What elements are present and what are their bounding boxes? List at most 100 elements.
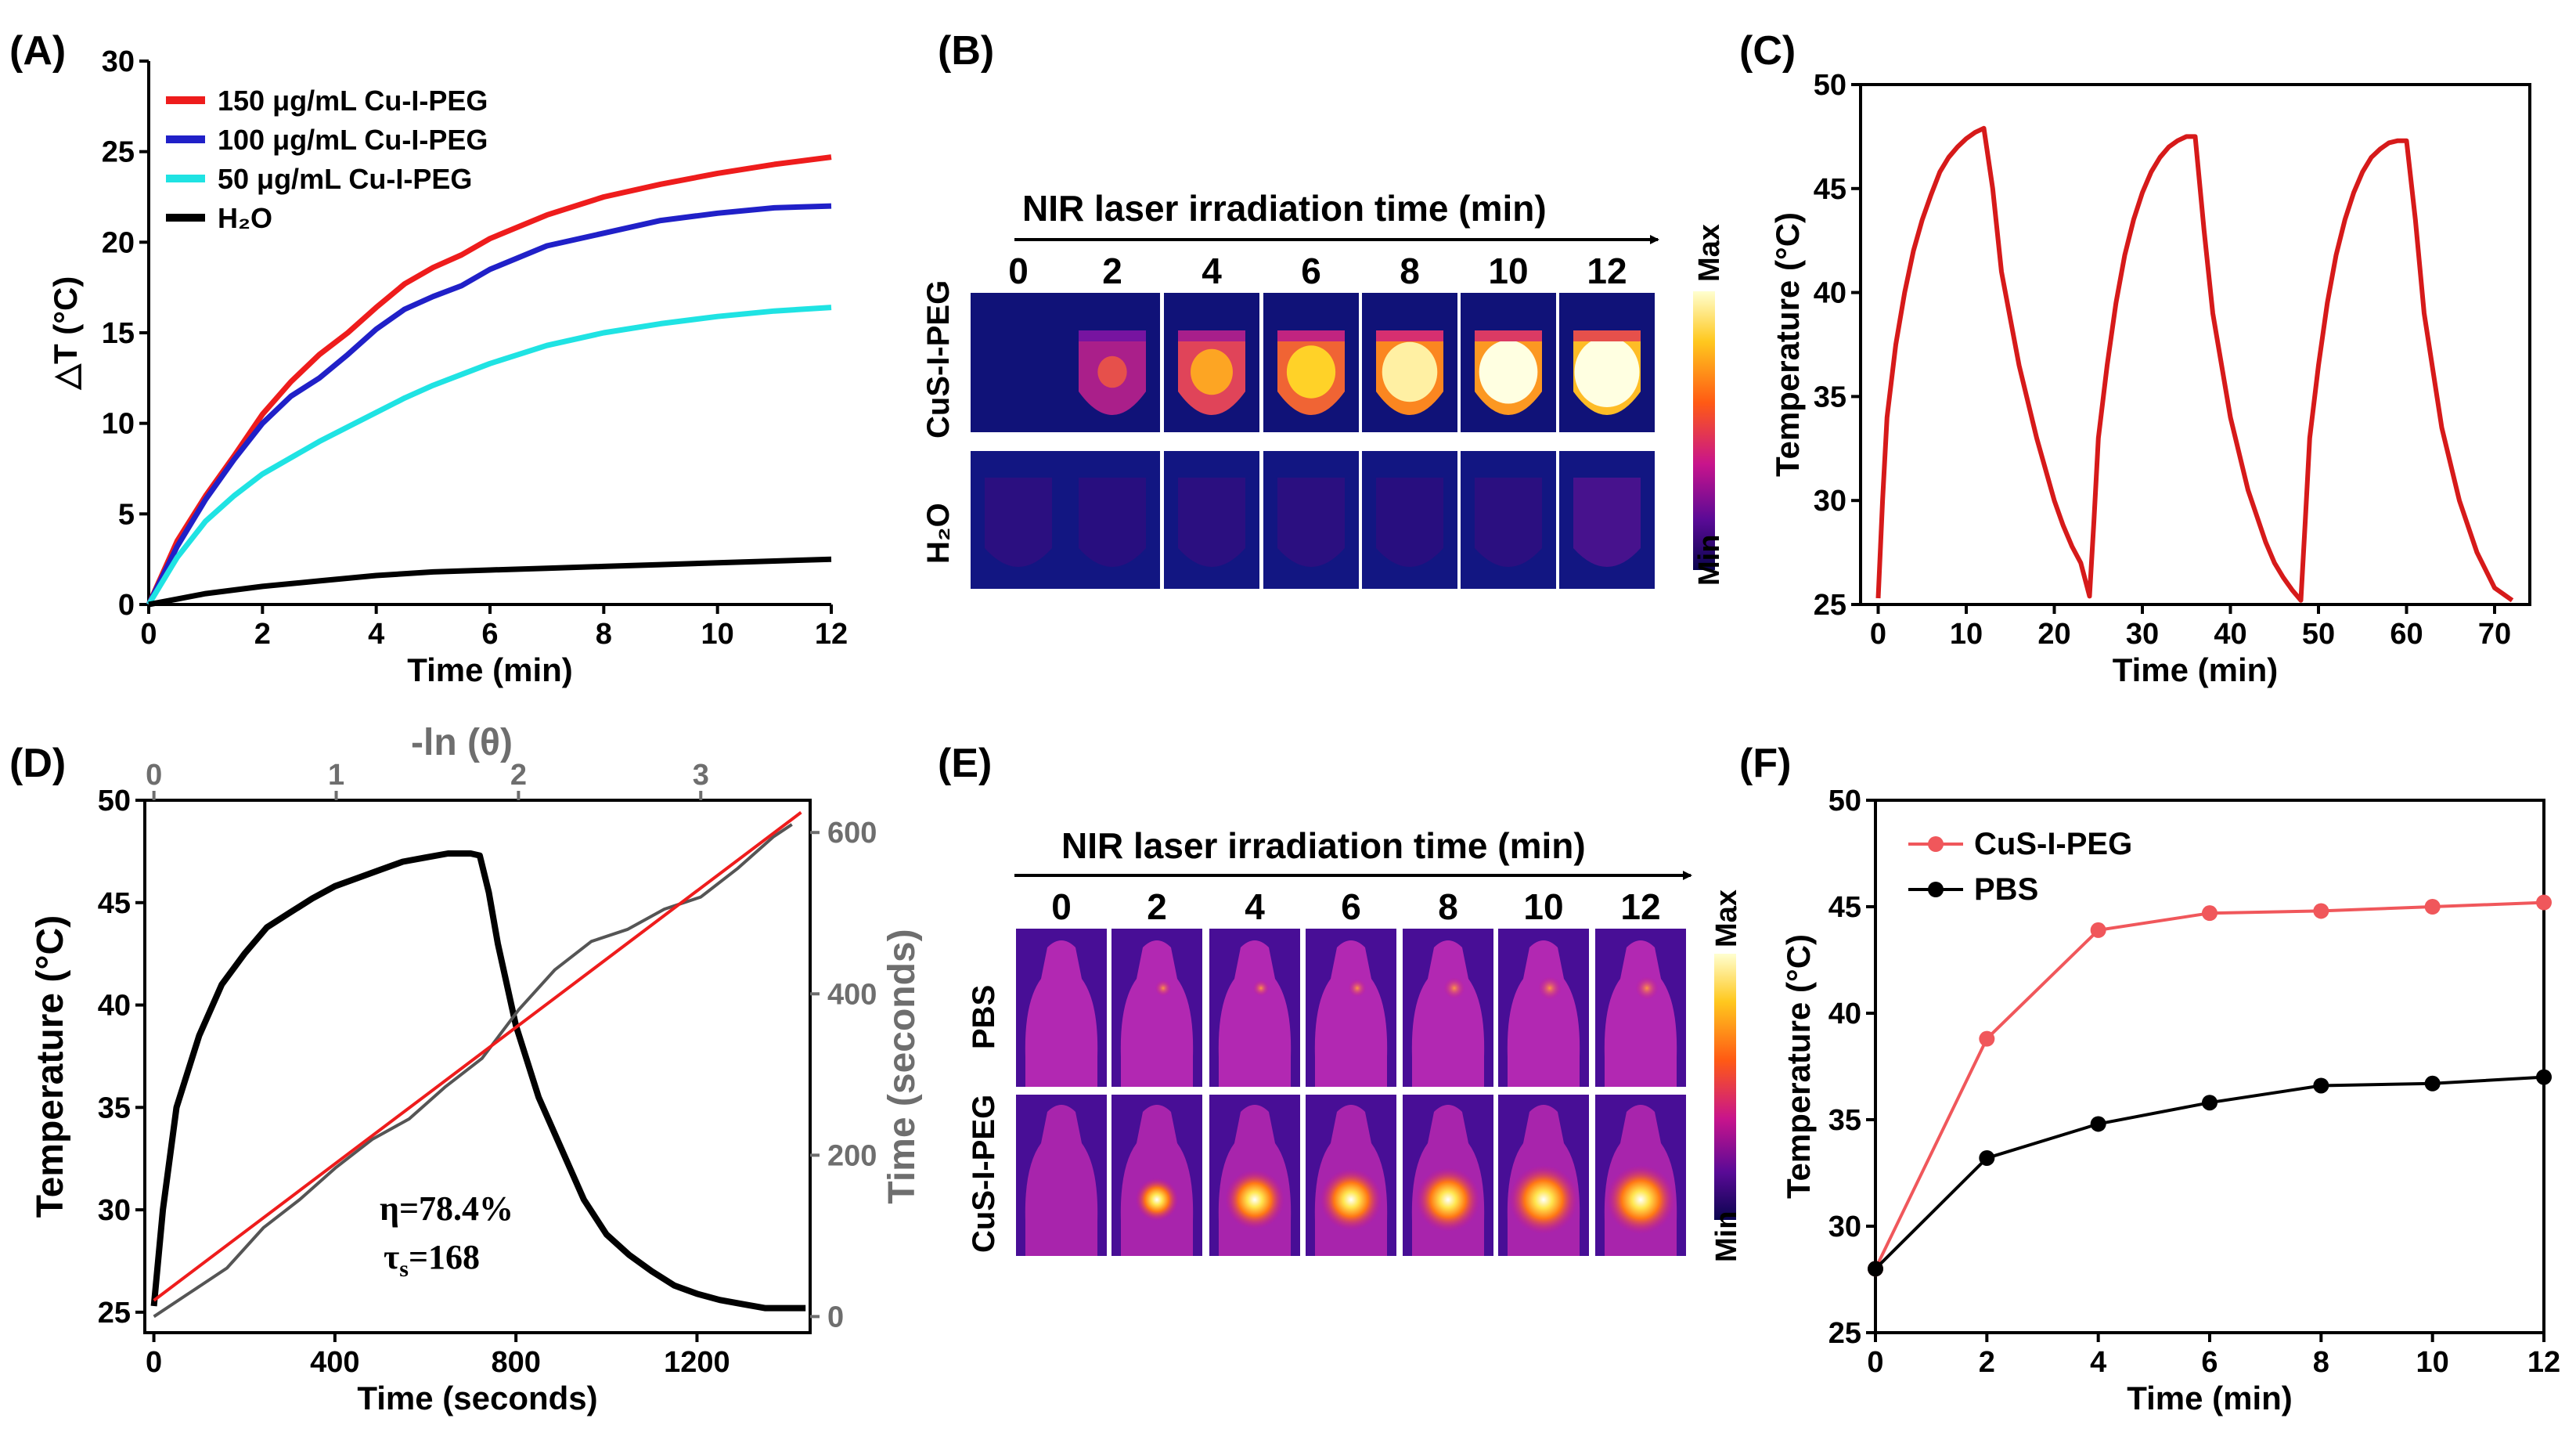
- y2-tick-label: 0: [827, 1301, 844, 1333]
- y-tick-label: 30: [1828, 1211, 1861, 1243]
- tube-core: [1574, 337, 1640, 407]
- y2-tick-label: 600: [827, 817, 877, 850]
- series-point-f: [2202, 1095, 2218, 1111]
- series-point-f: [1979, 1030, 1995, 1047]
- time-label-b: 4: [1202, 251, 1222, 291]
- scale-max-e: Max: [1710, 889, 1743, 947]
- tube-h2o: [1079, 478, 1146, 567]
- y-tick-label: 5: [118, 498, 135, 531]
- panel-b-title: NIR laser irradiation time (min): [1022, 188, 1547, 229]
- y-tick-label: 20: [102, 226, 135, 259]
- tube-core: [1191, 348, 1233, 395]
- x-tick-label: 60: [2390, 618, 2423, 651]
- tube-meniscus: [1475, 330, 1542, 341]
- thermal-images-b: NIR laser irradiation time (min) 0 2 4 6 8 10…: [921, 188, 1726, 589]
- y-axis-title: Temperature (°C): [1769, 212, 1806, 477]
- row-label-cus-e: CuS-I-PEG: [967, 1095, 1001, 1253]
- tube-meniscus: [1178, 330, 1245, 341]
- time-label-b: 8: [1400, 251, 1420, 291]
- y-tick-label: 15: [102, 317, 135, 350]
- heat-spot-pbs: [1538, 976, 1562, 1000]
- legend-label-a: 150 μg/mL Cu-I-PEG: [218, 85, 488, 117]
- x2-tick-label: 1: [328, 759, 344, 792]
- time-label-e: 2: [1147, 886, 1167, 927]
- x-tick-label: 70: [2478, 618, 2511, 651]
- heat-spot-cus: [1509, 1165, 1578, 1234]
- time-label-b: 2: [1102, 251, 1122, 291]
- heat-spot-pbs: [1252, 980, 1270, 997]
- x-tick-label: 12: [815, 618, 848, 651]
- x-tick-label: 10: [701, 618, 734, 651]
- x-axis-title: Time (min): [2113, 651, 2279, 688]
- scale-min-e: Min: [1710, 1211, 1743, 1262]
- tube-core: [1097, 355, 1127, 388]
- x-tick-label: 6: [481, 618, 498, 651]
- x-tick-label: 8: [2313, 1346, 2329, 1379]
- series-point-f: [1868, 1261, 1883, 1277]
- x-tick-label: 0: [1867, 1346, 1883, 1379]
- mouse-pbs: [1218, 940, 1292, 1087]
- tube-meniscus: [1573, 330, 1641, 341]
- y-tick-label: 40: [1828, 998, 1861, 1030]
- time-label-e: 10: [1523, 886, 1563, 927]
- heat-spot-cus: [1225, 1170, 1284, 1229]
- heat-spot-pbs: [1155, 980, 1172, 997]
- legend-marker-f: [1928, 882, 1944, 897]
- x-tick-label: 4: [368, 618, 384, 651]
- y-tick-label: 25: [1814, 589, 1846, 622]
- y-axis-title: Temperature (°C): [30, 915, 71, 1218]
- x2-tick-label: 3: [693, 759, 709, 792]
- x-axis-title: Time (seconds): [357, 1380, 597, 1416]
- time-label-e: 6: [1341, 886, 1361, 927]
- tube-h2o: [1178, 478, 1245, 567]
- tau-annotation: τs=168: [384, 1238, 480, 1282]
- tube-h2o: [985, 478, 1052, 567]
- heat-spot-cus: [1320, 1168, 1382, 1231]
- panel-label-b: (B): [938, 28, 994, 74]
- series-line-a: [146, 203, 832, 606]
- mouse-cus: [1025, 1105, 1098, 1256]
- panel-label-c: (C): [1739, 28, 1796, 74]
- time-label-b: 0: [1008, 251, 1029, 291]
- x-tick-label: 0: [140, 618, 157, 651]
- time-label-e: 8: [1438, 886, 1458, 927]
- scale-min-b: Min: [1693, 535, 1726, 586]
- legend-label-a: 100 μg/mL Cu-I-PEG: [218, 124, 488, 156]
- x-tick-label: 12: [2527, 1346, 2560, 1379]
- y-tick-label: 45: [1828, 891, 1861, 924]
- row-label-cus-b: CuS-I-PEG: [921, 280, 956, 438]
- x-tick-label: 800: [491, 1346, 540, 1379]
- series-point-f: [2536, 894, 2552, 911]
- y-tick-label: 25: [1828, 1317, 1861, 1350]
- series-point-f: [2202, 905, 2218, 922]
- y-tick-label: 0: [118, 589, 135, 622]
- y2-tick-label: 400: [827, 978, 877, 1011]
- heat-spot-cus: [1135, 1178, 1179, 1221]
- y-tick-label: 50: [98, 785, 131, 817]
- x-tick-label: 0: [1870, 618, 1886, 651]
- heat-spot-pbs: [1635, 976, 1659, 1000]
- tube-h2o: [1475, 478, 1542, 567]
- y-tick-label: 35: [1814, 381, 1846, 413]
- series-point-f: [1979, 1149, 1995, 1166]
- y-tick-label: 25: [102, 136, 135, 169]
- time-label-b: 6: [1301, 251, 1321, 291]
- series-line-a: [148, 556, 832, 608]
- tube-meniscus: [1079, 330, 1146, 341]
- x-tick-label: 20: [2037, 618, 2070, 651]
- x-tick-label: 40: [2214, 618, 2246, 651]
- x-tick-label: 0: [146, 1346, 162, 1379]
- y-tick-label: 30: [98, 1194, 131, 1227]
- x2-tick-label: 2: [510, 759, 527, 792]
- x-tick-label: 50: [2302, 618, 2335, 651]
- x-tick-label: 1200: [664, 1346, 730, 1379]
- row-label-pbs-e: PBS: [967, 985, 1001, 1049]
- tube-core: [1286, 345, 1336, 399]
- x-tick-label: 10: [2416, 1346, 2449, 1379]
- y-tick-label: 30: [102, 45, 135, 78]
- y-tick-label: 50: [1828, 785, 1861, 817]
- plot-frame: [143, 799, 812, 1334]
- y-tick-label: 45: [1814, 173, 1846, 206]
- heat-spot-cus: [1416, 1167, 1480, 1232]
- time-label-e: 12: [1620, 886, 1660, 927]
